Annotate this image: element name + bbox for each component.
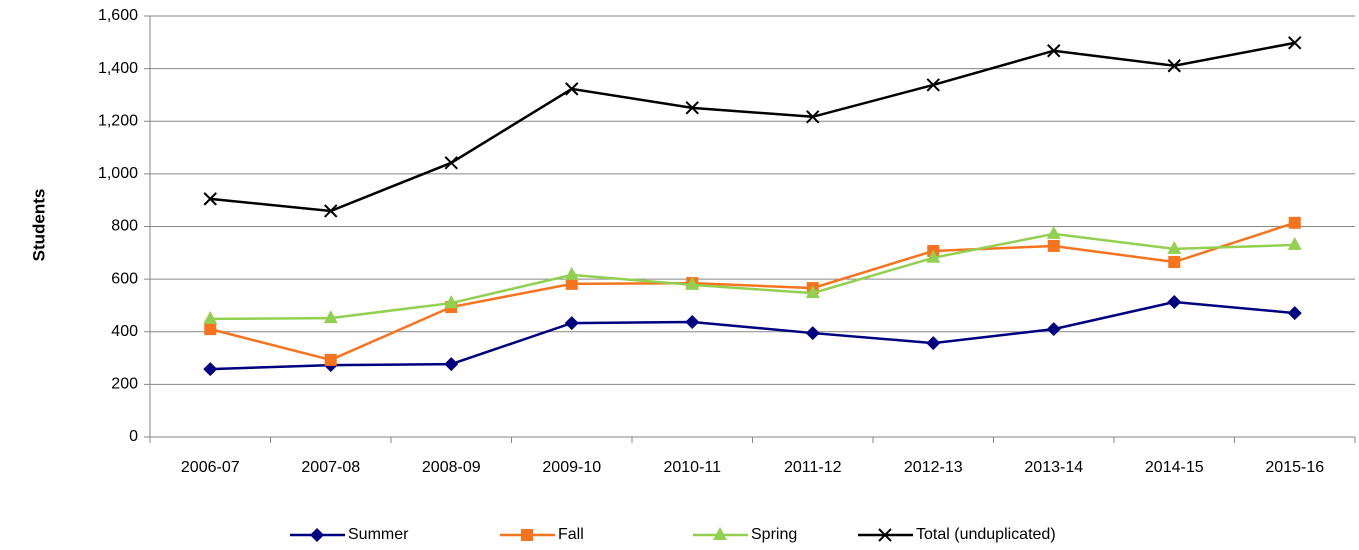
- legend-label: Spring: [751, 526, 797, 543]
- legend-marker: [878, 528, 892, 542]
- x-tick-label: 2012-13: [904, 459, 963, 476]
- point: [1168, 256, 1181, 269]
- y-tick-label: 200: [111, 376, 138, 393]
- point: [204, 323, 217, 336]
- series-line: [210, 300, 1295, 371]
- point: [1167, 59, 1181, 73]
- y-tick-label: 1,000: [98, 165, 138, 182]
- x-tick-label: 2011-12: [784, 459, 842, 476]
- legend-marker: [521, 529, 533, 541]
- y-tick-label: 1,600: [98, 7, 138, 24]
- point: [1167, 295, 1182, 310]
- point: [1288, 36, 1302, 50]
- series-line: [210, 41, 1295, 213]
- point: [203, 362, 218, 377]
- point: [324, 353, 337, 366]
- point: [323, 310, 338, 324]
- point: [565, 82, 579, 96]
- point: [685, 276, 700, 290]
- point: [1287, 306, 1302, 321]
- point: [444, 156, 458, 170]
- y-tick-label: 400: [111, 323, 138, 340]
- point: [444, 357, 459, 372]
- point: [1046, 322, 1061, 337]
- point: [564, 266, 579, 280]
- point: [203, 310, 218, 324]
- point: [564, 316, 579, 331]
- y-tick-label: 800: [111, 218, 138, 235]
- x-tick-label: 2006-07: [181, 459, 240, 476]
- point: [1047, 44, 1061, 58]
- y-tick-label: 0: [129, 428, 138, 445]
- legend-marker: [310, 528, 324, 542]
- x-tick-label: 2008-09: [422, 459, 481, 476]
- point: [805, 285, 820, 299]
- point: [1167, 240, 1182, 254]
- y-tick-label: 600: [111, 270, 138, 287]
- y-tick-label: 1,400: [98, 60, 138, 77]
- x-tick-label: 2014-15: [1145, 459, 1204, 476]
- point: [685, 101, 699, 115]
- point: [203, 192, 217, 206]
- x-tick-label: 2009-10: [542, 459, 601, 476]
- y-tick-label: 1,200: [98, 112, 138, 129]
- series-line: [209, 221, 1296, 362]
- point: [805, 326, 820, 341]
- point: [444, 295, 459, 309]
- point: [926, 78, 940, 92]
- legend-label: Fall: [558, 526, 584, 543]
- point: [1046, 225, 1061, 239]
- point: [1047, 239, 1060, 252]
- point: [926, 249, 941, 263]
- point: [685, 315, 700, 330]
- x-tick-label: 2007-08: [301, 459, 360, 476]
- point: [806, 110, 820, 124]
- point: [324, 204, 338, 218]
- y-axis-label: Students: [29, 189, 48, 262]
- x-tick-label: 2013-14: [1024, 459, 1083, 476]
- legend-label: Total (unduplicated): [916, 526, 1056, 543]
- point: [1288, 216, 1301, 229]
- point: [1287, 236, 1302, 250]
- legend-marker: [713, 527, 727, 540]
- legend-label: Summer: [348, 526, 409, 543]
- point: [926, 336, 941, 351]
- point: [565, 277, 578, 290]
- x-tick-label: 2010-11: [663, 459, 721, 476]
- x-tick-label: 2015-16: [1265, 459, 1324, 476]
- series-line: [210, 232, 1295, 321]
